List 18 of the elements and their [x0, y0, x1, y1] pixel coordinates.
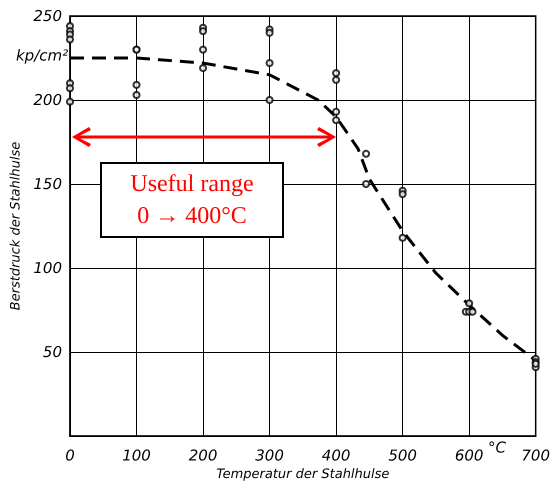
y-axis-title: Berstdruck der Stahlhulse: [8, 142, 24, 310]
y-tick-label: 200: [33, 91, 62, 110]
x-tick-label: 600: [454, 446, 484, 465]
y-tick-label: 50: [42, 343, 62, 362]
x-axis-title: Temperatur der Stahlhulse: [216, 467, 390, 482]
x-tick-label: 500: [388, 446, 417, 465]
y-tick-label: 250: [33, 7, 62, 25]
text: kp/cm²: [16, 46, 68, 64]
x-tick-label: 200: [188, 446, 218, 465]
x-tick-label: 400: [322, 446, 350, 465]
y-tick-label: 150: [33, 175, 62, 194]
text: °C: [488, 438, 506, 456]
x-tick-label: 100: [122, 446, 151, 465]
annotation: Useful range 0 → 400°C: [100, 162, 284, 238]
x-tick-label: 700: [521, 446, 550, 465]
x-tick-label: 300: [255, 446, 284, 465]
y-tick-label: 100: [33, 259, 62, 278]
x-tick-label: 0: [65, 446, 75, 465]
